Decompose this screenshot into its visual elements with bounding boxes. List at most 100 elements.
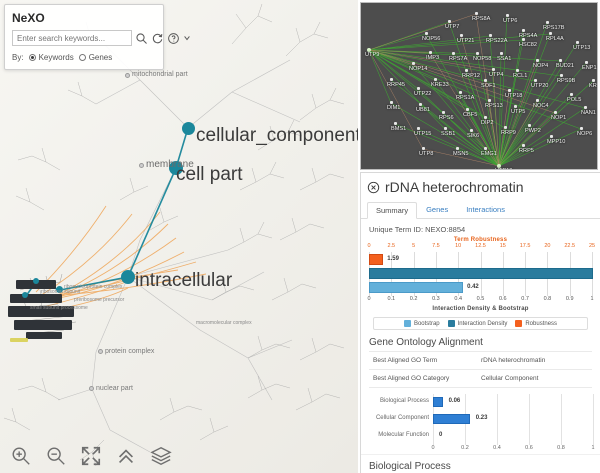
gene-node[interactable]	[470, 129, 473, 132]
chevron-down-icon[interactable]	[183, 32, 191, 45]
node-mitochondrial-part[interactable]	[125, 73, 130, 78]
close-icon[interactable]	[367, 181, 380, 194]
gene-node[interactable]	[516, 69, 519, 72]
gene-node[interactable]	[422, 147, 425, 150]
gene-node[interactable]	[585, 61, 588, 64]
term-detail-panel[interactable]: rDNA heterochromatin Summary Genes Inter…	[360, 172, 600, 473]
node-protein-complex[interactable]	[98, 349, 103, 354]
metrics-chart: Term Robustness 0 2.5 5 7.5 10 12.5 15 17.5 20 22…	[361, 237, 600, 312]
gene-node[interactable]	[417, 87, 420, 90]
gene-node[interactable]	[580, 127, 583, 130]
gene-node[interactable]	[584, 106, 587, 109]
gene-node[interactable]	[522, 38, 525, 41]
gene-node[interactable]	[417, 127, 420, 130]
fit-to-screen-button[interactable]	[80, 445, 102, 467]
gene-node[interactable]	[419, 103, 422, 106]
gene-node[interactable]	[456, 147, 459, 150]
ontology-network-canvas[interactable]: cellular_component cell part intracellul…	[0, 0, 358, 473]
node-cellular-component[interactable]	[182, 122, 195, 135]
search-input[interactable]	[12, 30, 132, 46]
search-panel[interactable]: NeXO	[4, 4, 190, 70]
filter-option-keywords[interactable]: Keywords	[28, 53, 74, 62]
zoom-out-button[interactable]	[45, 445, 67, 467]
gene-node[interactable]	[522, 144, 525, 147]
gene-node[interactable]	[465, 69, 468, 72]
gene-node[interactable]	[412, 62, 415, 65]
gene-node[interactable]	[534, 79, 537, 82]
gene-node[interactable]	[514, 105, 517, 108]
gene-node[interactable]	[488, 99, 491, 102]
tab-summary[interactable]: Summary	[367, 202, 418, 219]
node-ribonucleoprotein-complex[interactable]	[56, 286, 63, 293]
node-ribosomal-subunit[interactable]	[33, 278, 39, 284]
gene-node[interactable]	[444, 127, 447, 130]
gene-node[interactable]	[466, 108, 469, 111]
help-icon[interactable]	[167, 32, 180, 45]
filter-option-genes[interactable]: Genes	[78, 53, 112, 62]
axis-tick: 0	[367, 243, 371, 249]
gene-node[interactable]	[459, 91, 462, 94]
gene-node[interactable]	[429, 51, 432, 54]
axis-tick: 1	[591, 445, 595, 451]
gene-node[interactable]	[476, 52, 479, 55]
gene-interaction-network[interactable]: UTP9UTP10RPS8AUTP6UTP7RPS17BNOP56UTP21RP…	[360, 2, 598, 170]
gene-node[interactable]	[434, 78, 437, 81]
gene-node[interactable]	[570, 93, 573, 96]
gene-node[interactable]	[448, 20, 451, 23]
gene-node[interactable]	[484, 79, 487, 82]
gene-node[interactable]	[492, 68, 495, 71]
page-title: rDNA heterochromatin	[385, 179, 524, 195]
gene-node[interactable]	[452, 52, 455, 55]
metrics-plot-area: 1.59 0.42	[369, 252, 593, 296]
gene-node[interactable]	[549, 32, 552, 35]
gene-node[interactable]	[550, 135, 553, 138]
gene-node[interactable]	[394, 122, 397, 125]
gene-node[interactable]	[425, 32, 428, 35]
gene-node[interactable]	[442, 111, 445, 114]
gridline	[561, 394, 562, 445]
axis-tick: 0.2	[461, 445, 469, 451]
gene-node[interactable]	[592, 79, 595, 82]
gene-node[interactable]	[390, 101, 393, 104]
gene-node[interactable]	[560, 74, 563, 77]
gene-node[interactable]	[536, 99, 539, 102]
gene-node[interactable]	[522, 29, 525, 32]
axis-tick: 7.5	[432, 243, 440, 249]
biological-process-header: Biological Process	[361, 454, 600, 473]
tab-interactions[interactable]: Interactions	[466, 205, 505, 214]
gene-node[interactable]	[500, 52, 503, 55]
node-nuclear-part[interactable]	[89, 386, 94, 391]
tab-genes[interactable]: Genes	[426, 205, 449, 214]
gene-hub-node[interactable]	[497, 164, 501, 168]
gene-node[interactable]	[390, 78, 393, 81]
gene-node[interactable]	[484, 147, 487, 150]
gene-node[interactable]	[554, 111, 557, 114]
table-row: Best Aligned GO Category Cellular Compon…	[369, 370, 592, 388]
gene-node[interactable]	[460, 34, 463, 37]
node-membrane[interactable]	[139, 163, 144, 168]
gene-node[interactable]	[506, 14, 509, 17]
gene-node[interactable]	[508, 89, 511, 92]
layers-button[interactable]	[150, 445, 172, 467]
go-value-biological-process: 0.06	[448, 398, 461, 404]
radio-genes[interactable]	[78, 54, 86, 61]
gene-node[interactable]	[475, 12, 478, 15]
node-cell-part[interactable]	[169, 161, 183, 175]
gene-node[interactable]	[559, 59, 562, 62]
gene-node[interactable]	[536, 59, 539, 62]
gene-node[interactable]	[484, 116, 487, 119]
collapse-button[interactable]	[115, 445, 137, 467]
radio-keywords[interactable]	[28, 54, 36, 61]
gene-node[interactable]	[489, 34, 492, 37]
gene-hub-node[interactable]	[367, 48, 371, 52]
search-icon[interactable]	[135, 32, 148, 45]
gene-node[interactable]	[528, 124, 531, 127]
reset-icon[interactable]	[151, 32, 164, 45]
axis-tick: 22.5	[564, 243, 576, 249]
node-small-subunit-processome[interactable]	[22, 292, 28, 298]
zoom-in-button[interactable]	[10, 445, 32, 467]
gene-node[interactable]	[546, 21, 549, 24]
node-intracellular[interactable]	[121, 270, 135, 284]
gene-node[interactable]	[504, 126, 507, 129]
gene-node[interactable]	[576, 41, 579, 44]
